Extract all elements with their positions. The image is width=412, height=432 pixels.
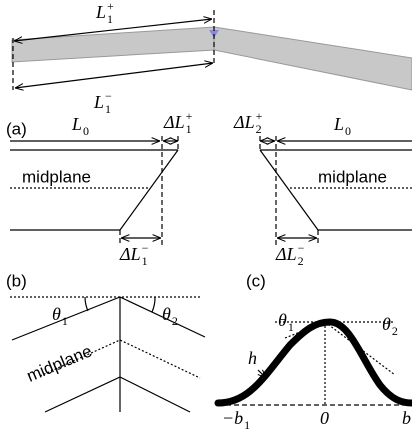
label: (a) — [6, 119, 27, 138]
label: θ — [52, 304, 61, 324]
label: − — [298, 241, 305, 255]
label: 0 — [83, 124, 89, 138]
angle-arc — [151, 296, 156, 313]
label: 1 — [142, 254, 148, 268]
label: 2 — [172, 314, 178, 328]
label: (c) — [246, 271, 266, 290]
label: ΔL — [163, 112, 185, 132]
label: + — [256, 109, 263, 123]
label: −b — [222, 408, 243, 428]
label: L — [93, 92, 104, 112]
edge — [119, 149, 179, 231]
label: (b) — [6, 271, 27, 290]
label: θ — [162, 304, 171, 324]
label: 1 — [107, 12, 113, 26]
label: + — [107, 0, 114, 13]
label: 0 — [320, 408, 329, 428]
label: ΔL — [275, 244, 297, 264]
label: ΔL — [119, 244, 141, 264]
label: + — [186, 109, 193, 123]
label: − — [142, 241, 149, 255]
label: 1 — [105, 102, 111, 116]
angle-arc — [84, 296, 89, 312]
label: L — [95, 2, 106, 22]
arrow — [258, 370, 266, 378]
edge — [44, 376, 191, 413]
label: 1 — [62, 314, 68, 328]
tangent — [324, 321, 396, 376]
label: b — [402, 408, 411, 428]
label: midplane — [318, 167, 387, 186]
label: midplane — [22, 167, 91, 186]
label: 1 — [288, 320, 294, 334]
label: L — [71, 114, 82, 134]
label: − — [105, 89, 112, 103]
label: θ — [278, 310, 287, 330]
label: h — [248, 348, 257, 368]
arrow — [14, 19, 212, 41]
label: 1 — [244, 418, 250, 432]
label: 0 — [345, 124, 351, 138]
beam-right — [213, 26, 412, 91]
label: ΔL — [233, 112, 255, 132]
label: 1 — [186, 122, 192, 136]
label: 2 — [298, 254, 304, 268]
label: θ — [382, 314, 391, 334]
beam-left — [11, 26, 215, 63]
arrow — [15, 63, 213, 88]
label: midplane — [24, 341, 95, 385]
edge — [259, 149, 319, 231]
label: 2 — [392, 324, 398, 338]
label: L — [333, 114, 344, 134]
midplane-line — [39, 339, 201, 379]
label: 2 — [256, 122, 262, 136]
